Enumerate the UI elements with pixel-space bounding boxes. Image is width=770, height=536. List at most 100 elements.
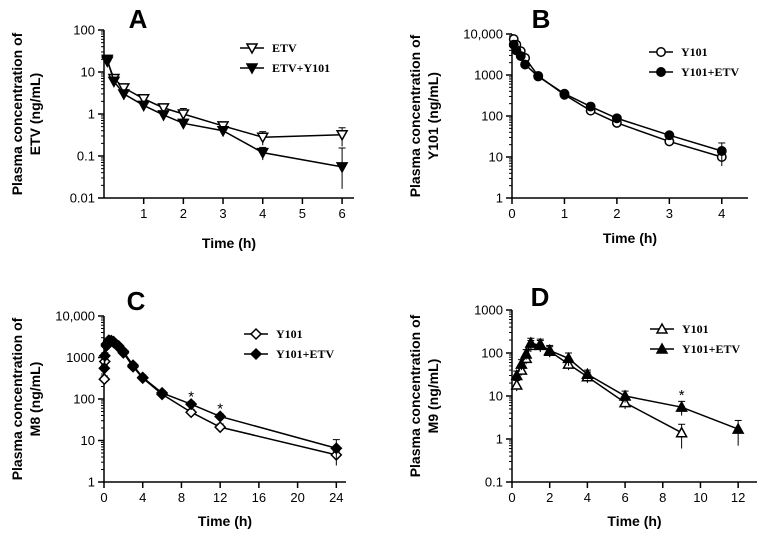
- data-point: [519, 347, 533, 359]
- legend-marker: [249, 327, 263, 341]
- y-axis-title-line1: Plasma concentration of: [407, 34, 423, 197]
- legend-label: Y101+ETV: [682, 342, 741, 356]
- y-tick-label: 100: [481, 109, 503, 124]
- significance-star: *: [188, 389, 194, 406]
- x-tick-label: 6: [338, 206, 345, 221]
- series-y101-etv: [98, 334, 343, 466]
- x-tick-label: 24: [329, 490, 343, 505]
- legend-label: ETV: [272, 41, 297, 55]
- y-axis-title-line1: Plasma concentration of: [9, 317, 25, 480]
- y-tick-label: 1: [88, 107, 95, 122]
- data-point: [157, 103, 170, 115]
- chart-panel-A: 0.01 0.1 1 10 100 1 2 3 4 5 6 Time (h) Plasma concen…: [9, 4, 354, 251]
- significance-star: *: [679, 387, 685, 404]
- axes: [103, 316, 346, 483]
- data-point: [581, 367, 594, 380]
- x-axis-title: Time (h): [202, 235, 256, 251]
- x-tick-label: 4: [718, 206, 725, 221]
- legend-label: Y101: [682, 322, 709, 336]
- data-point: [185, 398, 198, 411]
- x-axis-title: Time (h): [603, 230, 657, 246]
- legend: Y101 Y101+ETV: [244, 327, 335, 361]
- y-axis-title-line2: M9 (ng/mL): [425, 359, 441, 434]
- data-point: [117, 89, 131, 101]
- panel-letter: C: [127, 286, 146, 316]
- x-tick-label: 5: [299, 206, 306, 221]
- data-point: [156, 386, 169, 399]
- legend: Y101 Y101+ETV: [650, 322, 741, 356]
- data-point: [137, 100, 150, 112]
- y-tick-label: 1000: [474, 68, 503, 83]
- data-point: [98, 373, 111, 386]
- data-point: [330, 442, 343, 455]
- data-point: [126, 359, 140, 372]
- data-point: [611, 113, 622, 124]
- x-tick-label: 2: [546, 490, 553, 505]
- legend-marker: [656, 67, 666, 77]
- significance-star: *: [217, 401, 223, 418]
- y-tick-label: 0.01: [70, 191, 95, 206]
- data-point: [618, 389, 632, 401]
- x-tick-label: 4: [139, 490, 146, 505]
- series-line: [106, 59, 343, 168]
- x-tick-label: 12: [731, 490, 745, 505]
- data-point: [559, 88, 570, 99]
- x-tick-label: 0: [508, 490, 515, 505]
- legend: Y101 Y101+ETV: [649, 45, 740, 79]
- y-axis-title-line1: Plasma concentration of: [407, 314, 423, 477]
- y-tick-label: 10,000: [55, 309, 95, 324]
- data-point: [117, 345, 130, 358]
- y-axis-title-line2: ETV (ng/mL): [27, 73, 43, 155]
- legend-marker: [245, 63, 259, 75]
- data-point: [335, 130, 349, 142]
- data-point: [520, 59, 531, 70]
- y-tick-label: 100: [481, 346, 503, 361]
- data-point: [136, 371, 149, 384]
- x-axis-title: Time (h): [198, 513, 252, 529]
- data-point: [533, 338, 547, 351]
- y-axis-title-line2: Y101 (ng/mL): [425, 72, 441, 160]
- data-point: [716, 146, 727, 156]
- x-tick-label: 3: [666, 206, 673, 221]
- panel-letter: D: [531, 282, 550, 312]
- data-point: [256, 132, 270, 144]
- axes: [103, 30, 354, 199]
- data-point: [675, 400, 688, 412]
- y-axis-title-line2: M8 (ng/mL): [27, 362, 43, 437]
- y-tick-label: 0.1: [77, 149, 95, 164]
- data-point: [98, 349, 111, 362]
- x-tick-label: 1: [140, 206, 147, 221]
- x-tick-label: 16: [252, 490, 266, 505]
- series-line: [515, 343, 682, 434]
- x-tick-label: 4: [584, 490, 591, 505]
- x-tick-label: 2: [180, 206, 187, 221]
- panel-letter: A: [129, 4, 148, 34]
- legend-marker: [656, 47, 666, 57]
- legend-marker: [655, 322, 669, 334]
- data-point: [137, 94, 150, 106]
- x-tick-label: 1: [561, 206, 568, 221]
- data-point: [177, 118, 190, 130]
- x-tick-label: 10: [693, 490, 707, 505]
- data-point: [214, 410, 227, 423]
- panel-letter: B: [532, 4, 551, 34]
- data-point: [101, 54, 114, 66]
- data-point: [214, 421, 227, 434]
- y-tick-label: 10: [489, 389, 503, 404]
- y-tick-label: 10: [489, 150, 503, 165]
- y-tick-label: 10: [81, 65, 95, 80]
- y-tick-label: 1000: [66, 350, 95, 365]
- data-point: [562, 351, 575, 364]
- x-tick-label: 3: [219, 206, 226, 221]
- data-point: [185, 406, 198, 419]
- data-point: [515, 51, 526, 61]
- chart-panel-D: 0.1 1 10 100 1000 0 2 4 6 8 10 12 Time (h) Plasma con…: [407, 282, 757, 529]
- x-tick-label: 12: [213, 490, 227, 505]
- legend-marker: [249, 347, 263, 361]
- y-tick-label: 0.1: [485, 475, 503, 490]
- y-tick-label: 100: [73, 392, 95, 407]
- data-point: [335, 162, 349, 174]
- x-tick-label: 6: [621, 490, 628, 505]
- series-y101-etv: [510, 336, 745, 446]
